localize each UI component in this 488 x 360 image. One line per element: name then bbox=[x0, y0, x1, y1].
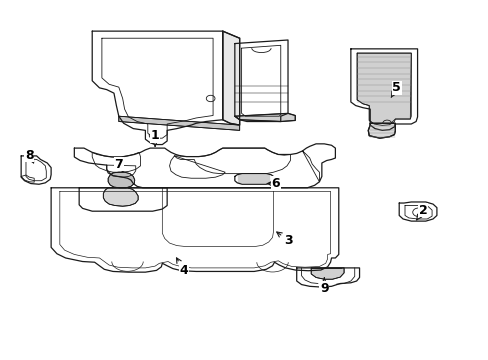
Polygon shape bbox=[367, 123, 394, 138]
Text: 9: 9 bbox=[319, 278, 328, 294]
Text: 6: 6 bbox=[267, 177, 280, 190]
Polygon shape bbox=[119, 116, 239, 130]
Text: 7: 7 bbox=[114, 158, 123, 172]
Polygon shape bbox=[108, 172, 135, 188]
Polygon shape bbox=[103, 188, 138, 206]
Text: 8: 8 bbox=[25, 149, 34, 163]
Text: 3: 3 bbox=[276, 232, 292, 247]
Polygon shape bbox=[310, 268, 344, 279]
Text: 4: 4 bbox=[176, 258, 188, 277]
Text: 5: 5 bbox=[390, 81, 400, 98]
Text: 2: 2 bbox=[416, 204, 427, 220]
Text: 1: 1 bbox=[150, 129, 159, 146]
Polygon shape bbox=[234, 113, 295, 122]
Polygon shape bbox=[223, 31, 239, 125]
Polygon shape bbox=[356, 53, 410, 125]
